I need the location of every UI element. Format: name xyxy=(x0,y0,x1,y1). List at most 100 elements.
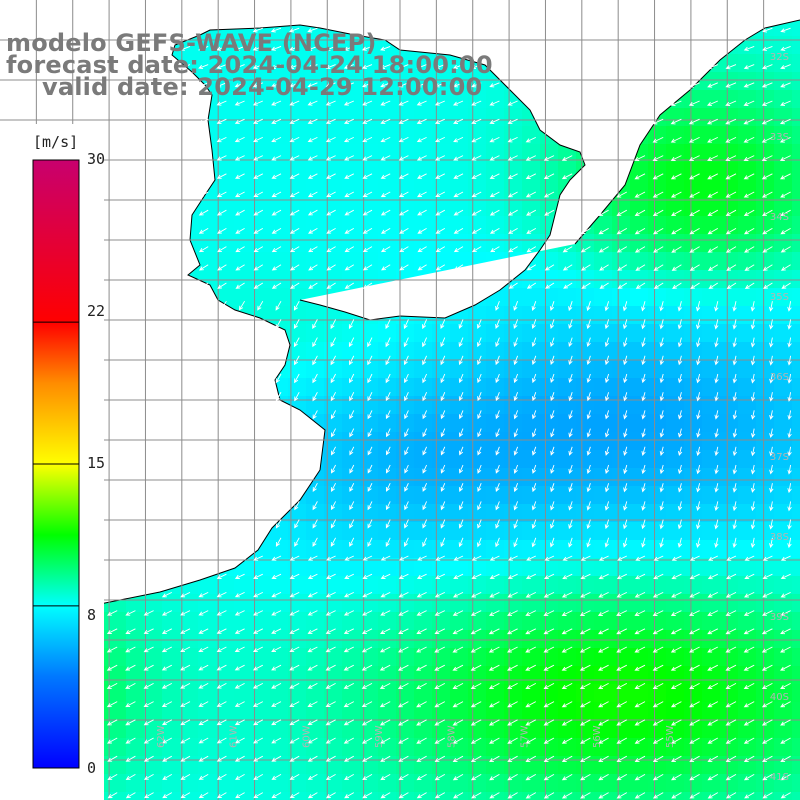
wind-arrow xyxy=(470,610,482,616)
wind-arrow xyxy=(271,610,282,616)
wind-arrow xyxy=(670,100,682,107)
wind-arrow xyxy=(726,555,737,561)
wind-arrow xyxy=(417,264,427,271)
wind-arrow xyxy=(385,355,391,366)
wind-arrow xyxy=(385,392,391,402)
wind-speed-cell xyxy=(756,684,775,703)
wind-arrow xyxy=(220,300,227,311)
wind-speed-cell xyxy=(450,198,469,217)
wind-speed-cell xyxy=(594,252,613,271)
wind-arrow xyxy=(726,264,737,271)
wind-speed-cell xyxy=(216,612,235,631)
wind-speed-cell xyxy=(576,234,595,253)
wind-arrow xyxy=(677,428,683,438)
wind-arrow xyxy=(379,664,391,671)
wind-speed-cell xyxy=(702,108,721,127)
wind-arrow xyxy=(769,446,774,457)
wind-speed-cell xyxy=(792,450,800,469)
wind-arrow xyxy=(398,737,409,744)
wind-speed-cell xyxy=(594,234,613,253)
wind-arrow xyxy=(508,228,518,234)
wind-arrow xyxy=(452,683,464,689)
wind-speed-cell xyxy=(666,360,685,379)
wind-arrow xyxy=(349,446,355,456)
wind-arrow xyxy=(289,683,300,689)
wind-speed-cell xyxy=(342,738,361,757)
wind-arrow xyxy=(550,519,555,530)
wind-arrow xyxy=(198,45,209,51)
wind-arrow xyxy=(380,118,391,124)
wind-speed-cell xyxy=(792,180,800,199)
wind-arrow xyxy=(325,82,336,88)
wind-speed-cell xyxy=(540,576,559,595)
wind-arrow xyxy=(696,501,701,511)
wind-speed-cell xyxy=(108,612,127,631)
wind-speed-cell xyxy=(270,522,289,541)
wind-speed-cell xyxy=(540,324,559,343)
wind-speed-cell xyxy=(522,216,541,235)
wind-arrow xyxy=(769,501,774,512)
wind-speed-cell xyxy=(252,270,271,289)
wind-arrow xyxy=(598,573,609,580)
wind-arrow xyxy=(568,519,573,530)
wind-arrow xyxy=(531,373,537,384)
wind-arrow xyxy=(453,209,464,216)
wind-speed-cell xyxy=(306,234,325,253)
wind-arrow xyxy=(234,755,245,762)
wind-speed-cell xyxy=(522,684,541,703)
wind-arrow xyxy=(732,373,738,384)
wind-arrow xyxy=(659,501,664,511)
wind-speed-cell xyxy=(738,270,757,289)
wind-speed-cell xyxy=(594,594,613,613)
wind-speed-cell xyxy=(666,684,685,703)
wind-speed-cell xyxy=(504,324,523,343)
wind-arrow xyxy=(440,464,446,474)
wind-speed-cell xyxy=(180,684,199,703)
wind-arrow xyxy=(326,228,336,234)
wind-speed-cell xyxy=(360,234,379,253)
wind-arrow xyxy=(289,719,300,726)
wind-arrow xyxy=(769,483,774,493)
wind-arrow xyxy=(458,537,464,548)
wind-arrow xyxy=(634,719,646,726)
wind-arrow xyxy=(750,464,756,475)
wind-speed-cell xyxy=(288,54,307,73)
wind-speed-cell xyxy=(396,342,415,361)
wind-arrow xyxy=(659,319,664,330)
wind-arrow xyxy=(525,591,536,598)
longitude-label: 55W xyxy=(665,725,676,748)
wind-arrow xyxy=(762,228,773,235)
wind-speed-cell xyxy=(576,558,595,577)
wind-speed-cell xyxy=(378,162,397,181)
wind-speed-cell xyxy=(324,612,343,631)
wind-arrow xyxy=(307,82,318,88)
wind-arrow xyxy=(331,464,336,474)
wind-arrow xyxy=(404,392,409,402)
wind-speed-cell xyxy=(522,612,541,631)
wind-speed-cell xyxy=(360,198,379,217)
wind-arrow xyxy=(343,755,355,762)
wind-speed-cell xyxy=(414,324,433,343)
wind-arrow xyxy=(162,774,173,780)
wind-arrow xyxy=(616,701,628,708)
wind-arrow xyxy=(604,392,610,402)
wind-speed-cell xyxy=(774,468,793,487)
wind-speed-cell xyxy=(198,234,217,253)
wind-speed-cell xyxy=(378,684,397,703)
wind-arrow xyxy=(422,519,428,529)
wind-arrow xyxy=(380,191,391,198)
wind-arrow xyxy=(198,591,209,598)
wind-speed-cell xyxy=(558,396,577,415)
wind-arrow xyxy=(434,100,445,106)
wind-arrow xyxy=(787,301,792,312)
wind-speed-cell xyxy=(792,342,800,361)
wind-arrow xyxy=(489,737,500,744)
wind-arrow xyxy=(367,519,373,529)
wind-arrow xyxy=(452,82,464,88)
wind-arrow xyxy=(234,683,245,689)
wind-speed-cell xyxy=(558,162,577,181)
wind-arrow xyxy=(744,555,755,561)
wind-arrow xyxy=(489,591,500,598)
wind-arrow xyxy=(470,683,482,689)
wind-arrow xyxy=(634,246,646,253)
